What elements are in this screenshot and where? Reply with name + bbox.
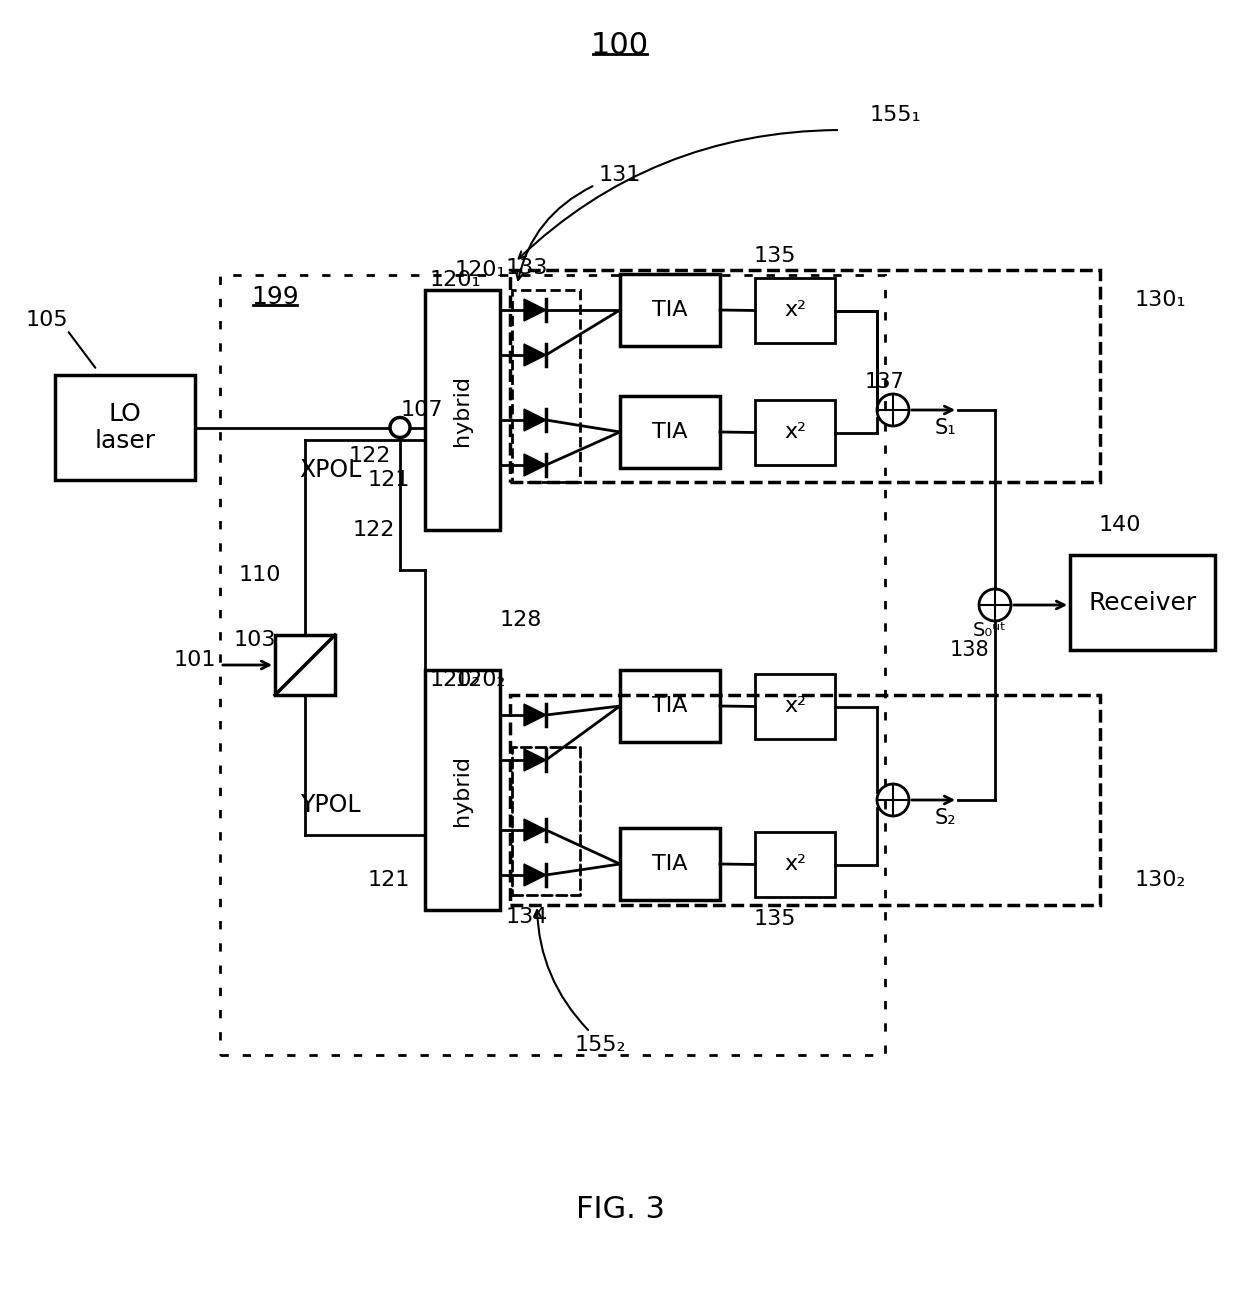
Polygon shape bbox=[525, 344, 546, 366]
Text: 133: 133 bbox=[506, 258, 548, 279]
Polygon shape bbox=[525, 819, 546, 841]
Text: 121: 121 bbox=[367, 869, 410, 890]
Bar bbox=[512, 747, 580, 895]
Polygon shape bbox=[525, 454, 546, 476]
Polygon shape bbox=[525, 749, 546, 771]
Text: x²: x² bbox=[784, 301, 806, 320]
Text: 100: 100 bbox=[591, 31, 649, 59]
Bar bbox=[755, 673, 835, 739]
Text: 107: 107 bbox=[401, 400, 443, 419]
Text: 120₂: 120₂ bbox=[455, 670, 506, 690]
Text: 128: 128 bbox=[500, 610, 542, 630]
Bar bbox=[755, 400, 835, 464]
Bar bbox=[275, 635, 335, 695]
Text: FIG. 3: FIG. 3 bbox=[575, 1196, 665, 1224]
Text: x²: x² bbox=[784, 423, 806, 442]
Text: 120₁: 120₁ bbox=[430, 270, 481, 290]
Text: TIA: TIA bbox=[652, 301, 688, 320]
Text: 155₂: 155₂ bbox=[574, 1035, 626, 1055]
Text: 131: 131 bbox=[599, 165, 641, 184]
Text: XPOL: XPOL bbox=[299, 458, 361, 482]
Text: hybrid: hybrid bbox=[453, 755, 472, 826]
Text: 110: 110 bbox=[239, 565, 281, 584]
Bar bbox=[755, 832, 835, 897]
Bar bbox=[425, 670, 500, 909]
Bar bbox=[755, 279, 835, 343]
Bar bbox=[620, 396, 720, 468]
Polygon shape bbox=[525, 409, 546, 431]
Bar bbox=[1070, 555, 1215, 650]
Text: x²: x² bbox=[784, 697, 806, 716]
Bar bbox=[620, 828, 720, 900]
Bar bbox=[620, 273, 720, 346]
Text: TIA: TIA bbox=[652, 422, 688, 442]
Text: 103: 103 bbox=[234, 630, 277, 650]
Text: 138: 138 bbox=[950, 640, 990, 660]
Text: 137: 137 bbox=[866, 372, 905, 392]
Text: S₀ᵘᵗ: S₀ᵘᵗ bbox=[973, 620, 1007, 640]
Text: 135: 135 bbox=[754, 909, 796, 929]
Text: 105: 105 bbox=[26, 310, 68, 330]
Text: TIA: TIA bbox=[652, 697, 688, 716]
Bar bbox=[512, 290, 580, 482]
Text: 155₁: 155₁ bbox=[869, 104, 921, 125]
Polygon shape bbox=[525, 299, 546, 321]
Text: LO
laser: LO laser bbox=[94, 401, 155, 453]
Bar bbox=[510, 270, 1100, 482]
Text: 120₂: 120₂ bbox=[430, 670, 481, 690]
Text: 140: 140 bbox=[1099, 515, 1141, 535]
Bar bbox=[620, 670, 720, 742]
Bar bbox=[219, 275, 885, 1055]
Text: Receiver: Receiver bbox=[1089, 591, 1197, 614]
Bar bbox=[55, 375, 195, 480]
Text: 134: 134 bbox=[506, 907, 548, 928]
Text: 199: 199 bbox=[252, 285, 299, 310]
Text: x²: x² bbox=[784, 854, 806, 875]
Bar bbox=[510, 695, 1100, 906]
Text: 120₁: 120₁ bbox=[455, 261, 506, 280]
Text: 135: 135 bbox=[754, 246, 796, 266]
Text: S₂: S₂ bbox=[934, 808, 956, 828]
Polygon shape bbox=[525, 864, 546, 886]
Text: 130₁: 130₁ bbox=[1135, 290, 1187, 310]
Text: hybrid: hybrid bbox=[453, 374, 472, 445]
Polygon shape bbox=[525, 704, 546, 726]
Text: 121: 121 bbox=[367, 470, 410, 490]
Text: 101: 101 bbox=[174, 650, 216, 670]
Bar bbox=[425, 290, 500, 530]
Text: S₁: S₁ bbox=[934, 418, 956, 439]
Text: 122: 122 bbox=[352, 520, 396, 541]
Text: 122: 122 bbox=[348, 445, 391, 466]
Text: YPOL: YPOL bbox=[300, 793, 361, 817]
Text: TIA: TIA bbox=[652, 854, 688, 875]
Text: 130₂: 130₂ bbox=[1135, 869, 1187, 890]
